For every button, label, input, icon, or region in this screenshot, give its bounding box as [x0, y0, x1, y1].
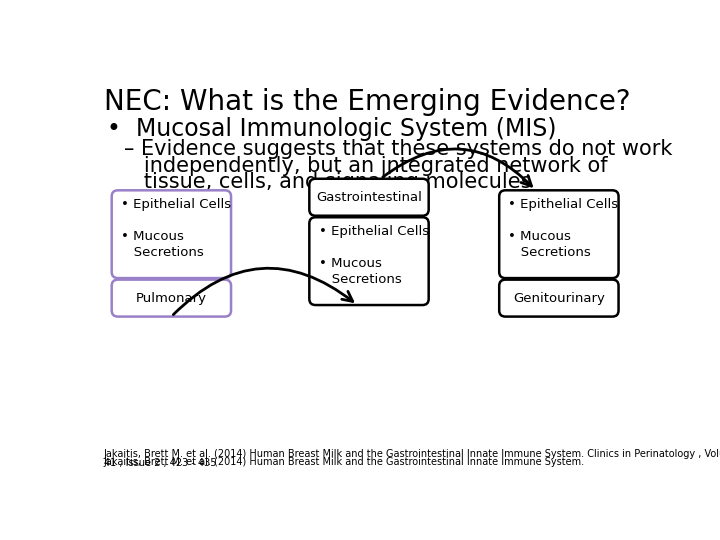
- Text: 41 , Issue 2 , 423 - 435: 41 , Issue 2 , 423 - 435: [104, 458, 217, 468]
- FancyBboxPatch shape: [310, 179, 428, 215]
- FancyBboxPatch shape: [310, 217, 428, 305]
- Text: Jakaitis, Brett M. et al. (2014) Human Breast Milk and the Gastrointestinal Inna: Jakaitis, Brett M. et al. (2014) Human B…: [104, 457, 588, 467]
- Text: •  Mucosal Immunologic System (MIS): • Mucosal Immunologic System (MIS): [107, 117, 557, 141]
- Text: Pulmonary: Pulmonary: [136, 292, 207, 305]
- FancyBboxPatch shape: [499, 280, 618, 316]
- FancyBboxPatch shape: [499, 190, 618, 278]
- Text: Gastrointestinal: Gastrointestinal: [316, 191, 422, 204]
- Text: Jakaitis, Brett M. et al. (2014) Human Breast Milk and the Gastrointestinal Inna: Jakaitis, Brett M. et al. (2014) Human B…: [104, 449, 720, 459]
- Text: • Epithelial Cells

• Mucous
   Secretions: • Epithelial Cells • Mucous Secretions: [121, 198, 231, 259]
- Text: • Epithelial Cells

• Mucous
   Secretions: • Epithelial Cells • Mucous Secretions: [319, 225, 428, 286]
- FancyBboxPatch shape: [112, 280, 231, 316]
- FancyBboxPatch shape: [112, 190, 231, 278]
- Text: – Evidence suggests that these systems do not work: – Evidence suggests that these systems d…: [124, 139, 672, 159]
- Text: • Epithelial Cells

• Mucous
   Secretions: • Epithelial Cells • Mucous Secretions: [508, 198, 618, 259]
- Text: Genitourinary: Genitourinary: [513, 292, 605, 305]
- Text: NEC: What is the Emerging Evidence?: NEC: What is the Emerging Evidence?: [104, 88, 631, 116]
- Text: tissue, cells, and signaling molecules: tissue, cells, and signaling molecules: [124, 172, 531, 192]
- Text: independently, but an integrated network of: independently, but an integrated network…: [124, 156, 608, 176]
